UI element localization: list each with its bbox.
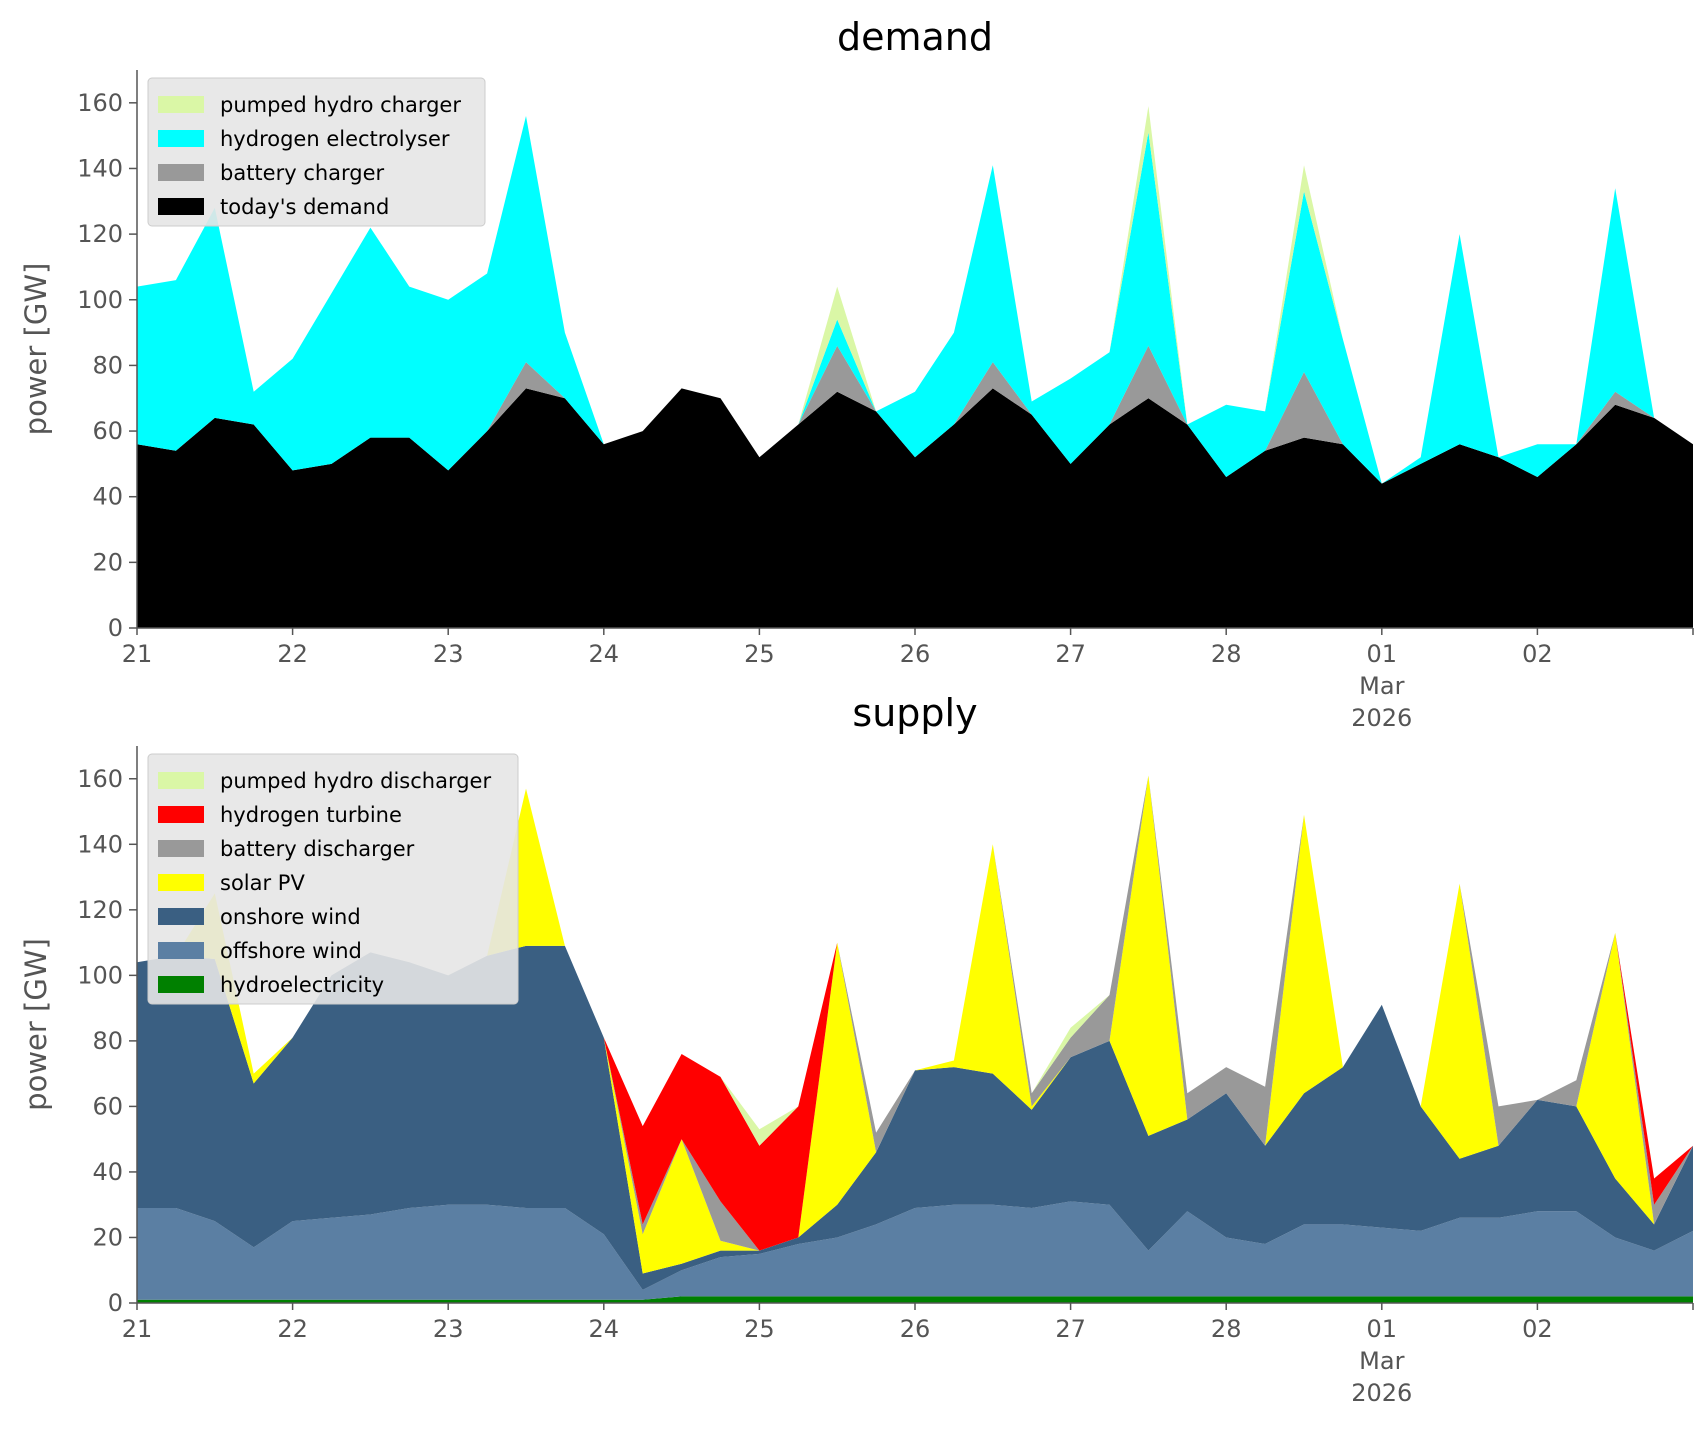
legend-label: battery charger xyxy=(220,161,385,185)
x-tick-label: 21 xyxy=(122,1315,153,1343)
x-tick-label: 23 xyxy=(433,640,464,668)
area-hydrogen-electrolyser xyxy=(137,116,1693,484)
x-tick-year-label: 2026 xyxy=(1351,1379,1412,1407)
legend-label: battery discharger xyxy=(220,837,415,861)
chart-title: demand xyxy=(837,15,993,59)
legend xyxy=(147,753,519,1005)
x-tick-label: 28 xyxy=(1211,640,1242,668)
x-tick-year-label: 2026 xyxy=(1351,704,1412,732)
y-axis-label: power [GW] xyxy=(19,938,53,1111)
x-tick-label: 27 xyxy=(1055,640,1086,668)
chart-title: supply xyxy=(852,691,977,735)
y-tick-label: 160 xyxy=(77,765,123,793)
legend-swatch xyxy=(158,908,204,925)
legend-swatch xyxy=(158,976,204,993)
legend xyxy=(147,77,486,227)
y-tick-label: 0 xyxy=(108,1289,123,1317)
x-tick-label: 22 xyxy=(277,1315,308,1343)
area-offshore-wind xyxy=(137,1201,1693,1300)
legend-swatch xyxy=(158,806,204,823)
x-tick-label: 26 xyxy=(900,640,931,668)
y-tick-label: 80 xyxy=(92,1027,123,1055)
legend-label: pumped hydro discharger xyxy=(220,769,491,793)
y-tick-label: 60 xyxy=(92,417,123,445)
x-tick-label: 21 xyxy=(122,640,153,668)
y-tick-label: 100 xyxy=(77,286,123,314)
x-tick-label: 02 xyxy=(1522,1315,1553,1343)
y-tick-label: 40 xyxy=(92,483,123,511)
y-tick-label: 80 xyxy=(92,351,123,379)
y-axis-label: power [GW] xyxy=(19,263,53,436)
x-tick-label: 24 xyxy=(589,1315,620,1343)
y-tick-label: 120 xyxy=(77,896,123,924)
y-tick-label: 40 xyxy=(92,1158,123,1186)
y-tick-label: 20 xyxy=(92,1223,123,1251)
legend-swatch xyxy=(158,96,204,113)
x-tick-label: 02 xyxy=(1522,640,1553,668)
legend-label: today's demand xyxy=(220,195,389,219)
x-tick-label: 24 xyxy=(589,640,620,668)
area-battery-charger xyxy=(137,345,1693,484)
legend-swatch xyxy=(158,198,204,215)
y-tick-label: 160 xyxy=(77,89,123,117)
area-solar-pv xyxy=(137,775,1693,1274)
x-tick-label: 26 xyxy=(900,1315,931,1343)
legend-label: solar PV xyxy=(220,871,305,895)
x-tick-label: 27 xyxy=(1055,1315,1086,1343)
legend-label: hydroelectricity xyxy=(220,973,384,997)
y-tick-label: 140 xyxy=(77,830,123,858)
legend-swatch xyxy=(158,130,204,147)
y-tick-label: 100 xyxy=(77,961,123,989)
x-tick-label: 23 xyxy=(433,1315,464,1343)
y-tick-label: 120 xyxy=(77,220,123,248)
legend-label: offshore wind xyxy=(220,939,362,963)
area-hydroelectricity xyxy=(137,1296,1693,1303)
area-today-s-demand xyxy=(137,388,1693,628)
legend-swatch xyxy=(158,874,204,891)
legend-label: pumped hydro charger xyxy=(220,93,461,117)
x-tick-label: 01 xyxy=(1367,1315,1398,1343)
x-tick-month-label: Mar xyxy=(1359,1347,1404,1375)
x-tick-label: 25 xyxy=(744,640,775,668)
x-tick-label: 25 xyxy=(744,1315,775,1343)
legend-swatch xyxy=(158,942,204,959)
y-tick-label: 20 xyxy=(92,548,123,576)
legend-swatch xyxy=(158,164,204,181)
y-tick-label: 60 xyxy=(92,1092,123,1120)
legend-label: hydrogen electrolyser xyxy=(220,127,450,151)
legend-label: hydrogen turbine xyxy=(220,803,402,827)
x-tick-month-label: Mar xyxy=(1359,672,1404,700)
x-tick-label: 01 xyxy=(1367,640,1398,668)
legend-label: onshore wind xyxy=(220,905,361,929)
x-tick-label: 28 xyxy=(1211,1315,1242,1343)
x-tick-label: 22 xyxy=(277,640,308,668)
y-tick-label: 0 xyxy=(108,614,123,642)
legend-swatch xyxy=(158,772,204,789)
y-tick-label: 140 xyxy=(77,154,123,182)
legend-swatch xyxy=(158,840,204,857)
area-onshore-wind xyxy=(137,945,1693,1290)
